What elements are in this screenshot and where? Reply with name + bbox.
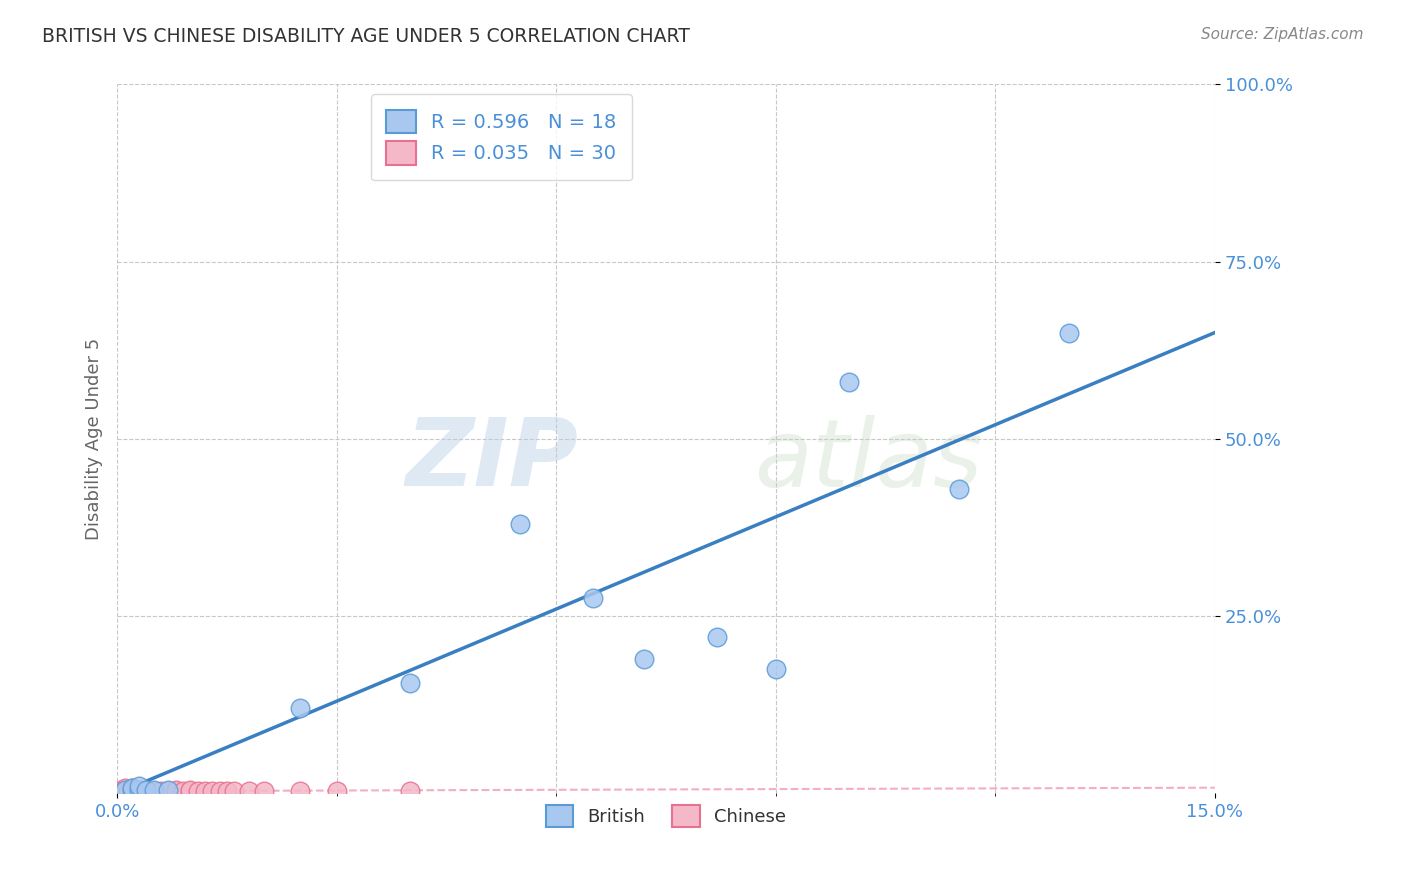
Point [582,591,605,606]
Point [128,782,150,797]
Point [150,784,173,798]
Legend: British, Chinese: British, Chinese [538,797,793,834]
Point [187,784,209,798]
Y-axis label: Disability Age Under 5: Disability Age Under 5 [86,338,103,540]
Point [838,375,860,389]
Point [142,784,165,798]
Text: BRITISH VS CHINESE DISABILITY AGE UNDER 5 CORRELATION CHART: BRITISH VS CHINESE DISABILITY AGE UNDER … [42,27,690,45]
Point [1057,326,1080,340]
Point [128,779,150,793]
Point [121,782,143,797]
Point [157,782,180,797]
Point [194,784,217,798]
Point [238,784,260,798]
Text: ZIP: ZIP [405,414,578,506]
Point [399,784,422,798]
Point [128,784,150,798]
Point [325,784,347,798]
Point [142,782,165,797]
Point [114,784,136,798]
Text: atlas: atlas [754,415,981,506]
Point [288,701,311,715]
Point [121,780,143,795]
Point [121,780,143,795]
Point [121,784,143,798]
Point [179,782,201,797]
Point [172,784,194,798]
Point [114,782,136,797]
Point [135,782,157,797]
Point [706,631,728,645]
Point [399,676,422,690]
Point [224,784,246,798]
Point [201,784,224,798]
Text: Source: ZipAtlas.com: Source: ZipAtlas.com [1201,27,1364,42]
Point [765,662,787,676]
Point [110,782,132,797]
Point [165,782,187,797]
Point [128,782,150,797]
Point [509,516,531,531]
Point [633,651,655,665]
Point [215,784,238,798]
Point [948,482,970,496]
Point [117,784,139,798]
Point [157,784,180,798]
Point [114,780,136,795]
Point [179,784,201,798]
Point [165,784,187,798]
Point [288,784,311,798]
Point [208,784,231,798]
Point [114,782,136,797]
Point [252,784,274,798]
Point [135,784,157,798]
Point [121,782,143,797]
